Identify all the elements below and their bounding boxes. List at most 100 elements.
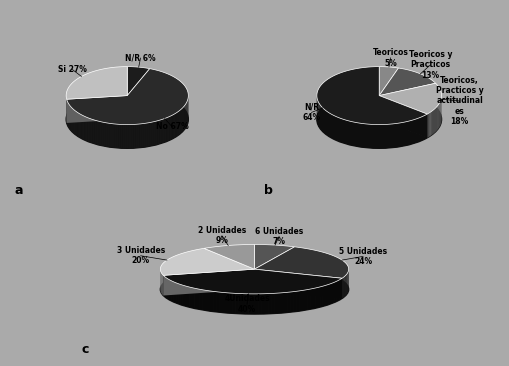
Polygon shape: [163, 269, 254, 295]
Text: b: b: [265, 184, 273, 197]
Polygon shape: [429, 112, 430, 137]
Polygon shape: [159, 120, 161, 144]
Polygon shape: [328, 112, 329, 137]
Polygon shape: [337, 117, 340, 142]
Polygon shape: [322, 108, 323, 132]
Polygon shape: [358, 123, 360, 147]
Text: Teoricos
5%: Teoricos 5%: [373, 48, 408, 68]
Polygon shape: [96, 120, 98, 145]
Polygon shape: [162, 274, 163, 295]
Polygon shape: [79, 113, 80, 138]
Polygon shape: [229, 293, 232, 313]
Polygon shape: [197, 289, 200, 310]
Polygon shape: [239, 294, 242, 314]
Polygon shape: [102, 122, 104, 146]
Polygon shape: [329, 113, 330, 137]
Polygon shape: [73, 109, 74, 134]
Polygon shape: [394, 123, 397, 147]
Polygon shape: [362, 123, 364, 147]
Polygon shape: [158, 120, 159, 145]
Polygon shape: [380, 124, 382, 148]
Polygon shape: [165, 277, 166, 298]
Text: N/R
64%: N/R 64%: [302, 103, 321, 122]
Polygon shape: [325, 285, 327, 306]
Polygon shape: [259, 294, 262, 314]
Text: Si 27%: Si 27%: [58, 65, 87, 74]
Polygon shape: [382, 124, 384, 148]
Polygon shape: [366, 124, 369, 148]
Polygon shape: [67, 96, 127, 123]
Polygon shape: [94, 120, 96, 144]
Polygon shape: [427, 113, 429, 138]
Polygon shape: [223, 292, 226, 313]
Polygon shape: [284, 292, 287, 313]
Polygon shape: [399, 123, 401, 147]
Polygon shape: [75, 111, 76, 135]
Polygon shape: [150, 122, 152, 146]
Polygon shape: [112, 124, 114, 147]
Polygon shape: [67, 96, 127, 123]
Polygon shape: [180, 109, 181, 134]
Polygon shape: [313, 288, 316, 309]
Ellipse shape: [160, 265, 349, 314]
Polygon shape: [91, 119, 93, 143]
Polygon shape: [390, 124, 392, 148]
Polygon shape: [68, 103, 69, 128]
Polygon shape: [290, 292, 293, 312]
Polygon shape: [350, 121, 352, 145]
PathPatch shape: [254, 247, 349, 278]
Polygon shape: [100, 122, 102, 146]
Polygon shape: [187, 287, 189, 307]
Polygon shape: [356, 123, 358, 147]
Polygon shape: [205, 290, 208, 311]
Polygon shape: [137, 124, 139, 148]
Text: No 67%: No 67%: [156, 122, 188, 131]
Polygon shape: [104, 122, 106, 146]
Polygon shape: [326, 111, 328, 136]
Text: 4Unidades
40%: 4Unidades 40%: [224, 294, 270, 314]
Polygon shape: [86, 117, 88, 141]
Polygon shape: [242, 294, 245, 314]
Polygon shape: [330, 113, 331, 138]
Polygon shape: [271, 293, 275, 314]
PathPatch shape: [254, 244, 295, 269]
Polygon shape: [71, 107, 72, 132]
Polygon shape: [431, 111, 432, 135]
Polygon shape: [293, 291, 296, 312]
Polygon shape: [320, 105, 321, 129]
Polygon shape: [344, 276, 345, 297]
Polygon shape: [325, 110, 326, 135]
Polygon shape: [70, 106, 71, 131]
Polygon shape: [163, 119, 165, 143]
Polygon shape: [423, 116, 425, 140]
Polygon shape: [170, 280, 172, 301]
Polygon shape: [146, 123, 148, 147]
Polygon shape: [245, 294, 248, 314]
Polygon shape: [377, 124, 380, 148]
Polygon shape: [386, 124, 388, 148]
Polygon shape: [354, 122, 356, 146]
Polygon shape: [184, 105, 185, 130]
Polygon shape: [426, 114, 427, 139]
Polygon shape: [167, 279, 169, 300]
Polygon shape: [334, 116, 336, 140]
Polygon shape: [88, 117, 89, 142]
Polygon shape: [371, 124, 373, 148]
Polygon shape: [275, 293, 278, 314]
PathPatch shape: [163, 269, 342, 294]
Polygon shape: [125, 124, 127, 148]
Polygon shape: [345, 275, 346, 296]
Polygon shape: [84, 116, 86, 141]
Polygon shape: [341, 119, 343, 143]
Text: 3 Unidades
20%: 3 Unidades 20%: [117, 246, 165, 265]
Polygon shape: [364, 124, 366, 148]
Polygon shape: [76, 112, 77, 136]
Polygon shape: [335, 281, 336, 302]
Polygon shape: [347, 120, 348, 145]
Polygon shape: [397, 123, 399, 147]
Polygon shape: [411, 120, 413, 144]
Polygon shape: [208, 291, 211, 311]
Polygon shape: [152, 122, 154, 146]
Polygon shape: [173, 282, 175, 303]
Polygon shape: [93, 119, 94, 144]
